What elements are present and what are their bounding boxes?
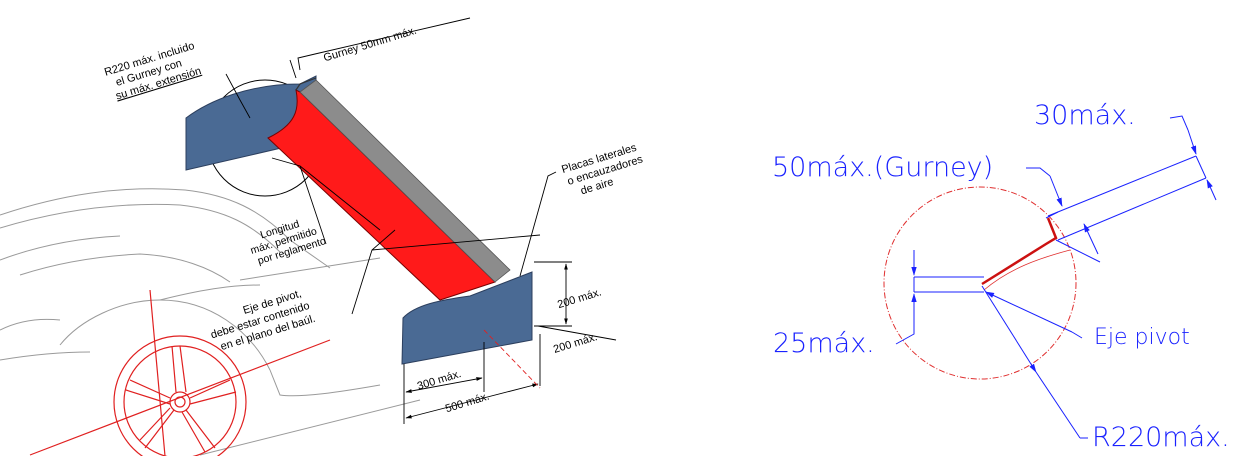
label-50max-gurney: 50máx.(Gurney)	[772, 152, 993, 183]
pivot-plate	[895, 250, 984, 345]
label-dim-500: 500 máx.	[444, 391, 491, 416]
label-eje-block: Eje de pivot, debe estar contenido en el…	[209, 288, 317, 353]
label-dim-500-block: 500 máx.	[444, 391, 491, 416]
leader-lines	[225, 17, 557, 315]
dim-r220	[981, 285, 1088, 439]
label-30max: 30máx.	[1034, 100, 1136, 131]
label-25max: 25máx.	[773, 328, 875, 359]
left-isometric-view: R220 máx. incluido el Gurney con su máx.…	[0, 17, 645, 456]
car-body-outline	[0, 188, 421, 456]
right-endplate	[401, 271, 533, 365]
label-dim-200-height-block: 200 máx.	[556, 286, 603, 311]
dim-gurney	[1026, 167, 1101, 263]
right-profile-view: 30máx. 50máx.(Gurney) 25máx. Eje pivot R…	[772, 100, 1230, 453]
label-r220max: R220máx.	[1092, 422, 1230, 453]
gurney-flap	[295, 77, 317, 91]
label-dim-200-height: 200 máx.	[556, 286, 603, 311]
label-dim-200-offset-block: 200 máx.	[552, 331, 599, 356]
wing-profile	[981, 217, 1058, 286]
label-longitud-block: Longitud máx. permitido por reglamento	[249, 218, 328, 267]
wing-profile-lower	[983, 249, 1071, 291]
label-dim-300: 300 máx.	[416, 368, 463, 393]
label-eje-pivot: Eje pivot	[1094, 325, 1190, 350]
leader-eje-pivot	[985, 291, 1083, 339]
dim-horizontal	[403, 329, 541, 424]
r220-circle	[883, 186, 1077, 380]
label-gurney: Gurney 50mm máx.	[322, 25, 418, 65]
wheel	[29, 289, 331, 456]
wing-top-edge	[299, 79, 511, 283]
label-dim-300-block: 300 máx.	[416, 368, 463, 393]
label-dim-200-offset: 200 máx.	[552, 331, 599, 356]
dim-200-height	[534, 261, 617, 341]
wing-main-element	[267, 89, 496, 301]
angled-plate	[1047, 115, 1217, 241]
label-gurney-block: Gurney 50mm máx.	[322, 25, 418, 65]
label-placas-block: Placas laterales o encauzadores de aire	[560, 142, 645, 198]
label-r220-block: R220 máx. incluido el Gurney con su máx.…	[103, 40, 203, 103]
